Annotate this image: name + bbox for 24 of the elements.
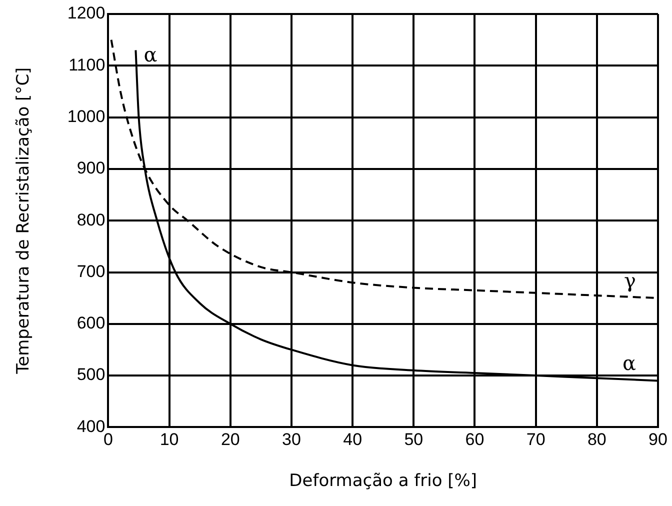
y-tick-label: 500 bbox=[76, 365, 106, 384]
x-tick-label: 60 bbox=[465, 430, 484, 450]
x-tick-label: 10 bbox=[160, 430, 179, 450]
x-tick-label: 50 bbox=[404, 430, 424, 450]
x-tick-label: 30 bbox=[282, 430, 301, 450]
series-label: α bbox=[622, 350, 636, 375]
y-tick-label: 1200 bbox=[67, 4, 106, 23]
y-tick-label: 700 bbox=[76, 262, 106, 281]
annotation: α bbox=[144, 42, 158, 66]
x-tick-label: 40 bbox=[343, 430, 362, 450]
x-tick-label: 90 bbox=[648, 430, 668, 450]
y-axis-title: Temperatura de Recristalização [°C] bbox=[14, 67, 34, 375]
y-tick-label: 400 bbox=[76, 416, 106, 436]
series-label: γ bbox=[624, 268, 636, 292]
x-tick-label: 0 bbox=[103, 430, 113, 450]
y-tick-label: 1100 bbox=[68, 55, 106, 74]
y-tick-label: 1000 bbox=[67, 106, 106, 126]
y-tick-label: 600 bbox=[76, 314, 106, 333]
x-axis-title: Deformação a frio [%] bbox=[289, 471, 478, 492]
y-tick-label: 800 bbox=[76, 210, 106, 230]
y-tick-label: 900 bbox=[76, 158, 106, 178]
x-tick-label: 80 bbox=[587, 430, 606, 450]
x-tick-label: 70 bbox=[526, 430, 546, 450]
x-tick-label: 20 bbox=[220, 430, 240, 450]
